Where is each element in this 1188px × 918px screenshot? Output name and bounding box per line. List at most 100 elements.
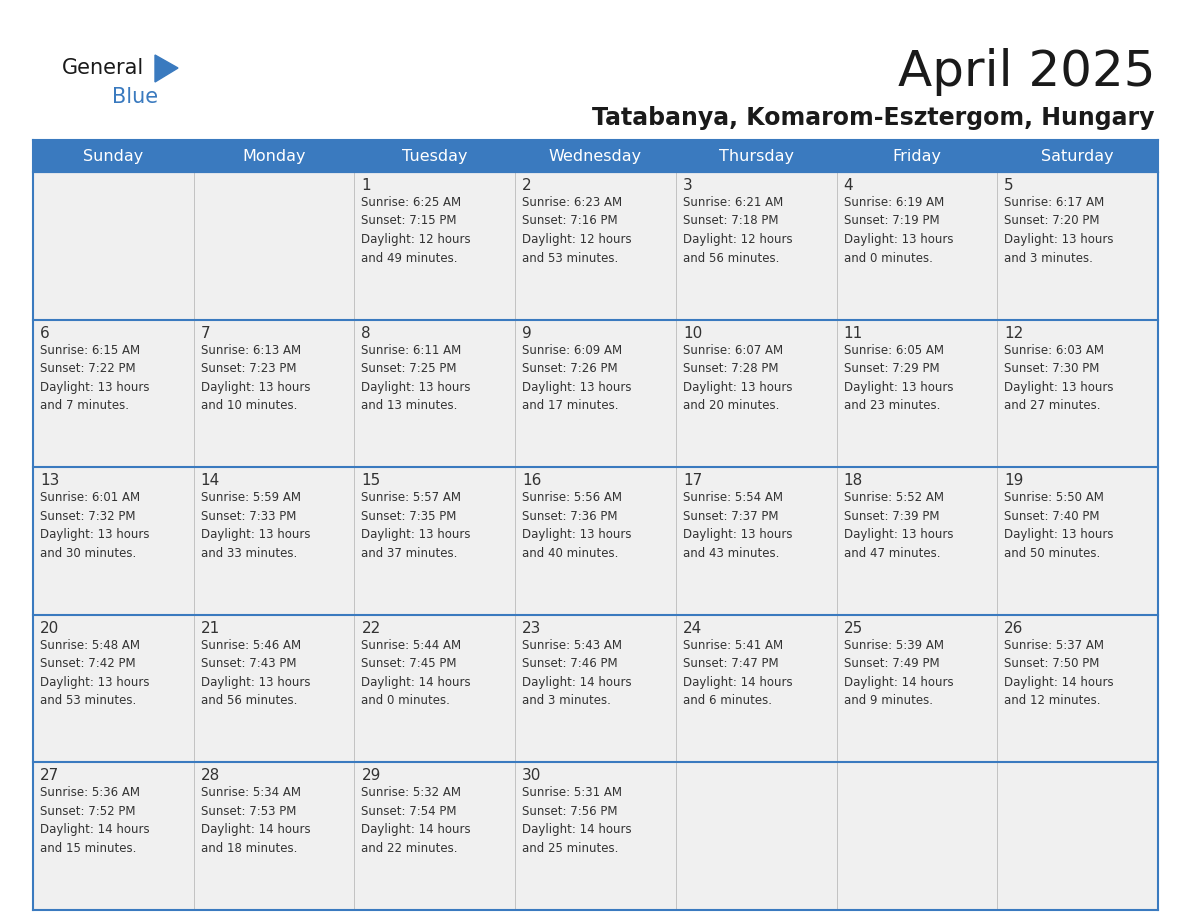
Text: Sunrise: 5:46 AM
Sunset: 7:43 PM
Daylight: 13 hours
and 56 minutes.: Sunrise: 5:46 AM Sunset: 7:43 PM Dayligh…	[201, 639, 310, 707]
Text: Tatabanya, Komarom-Esztergom, Hungary: Tatabanya, Komarom-Esztergom, Hungary	[593, 106, 1155, 130]
Text: 11: 11	[843, 326, 862, 341]
Bar	[354, 319, 516, 467]
Text: 9: 9	[523, 326, 532, 341]
Text: Thursday: Thursday	[719, 149, 794, 163]
Text: Monday: Monday	[242, 149, 305, 163]
Text: Sunrise: 6:17 AM
Sunset: 7:20 PM
Daylight: 13 hours
and 3 minutes.: Sunrise: 6:17 AM Sunset: 7:20 PM Dayligh…	[1004, 196, 1114, 264]
Text: Sunrise: 5:48 AM
Sunset: 7:42 PM
Daylight: 13 hours
and 53 minutes.: Sunrise: 5:48 AM Sunset: 7:42 PM Dayligh…	[40, 639, 150, 707]
Text: 23: 23	[523, 621, 542, 636]
Text: 16: 16	[523, 473, 542, 488]
Text: Sunrise: 6:23 AM
Sunset: 7:16 PM
Daylight: 12 hours
and 53 minutes.: Sunrise: 6:23 AM Sunset: 7:16 PM Dayligh…	[523, 196, 632, 264]
Bar	[194, 467, 354, 615]
Bar	[33, 763, 194, 910]
Text: 1: 1	[361, 178, 371, 193]
Text: Sunrise: 5:36 AM
Sunset: 7:52 PM
Daylight: 14 hours
and 15 minutes.: Sunrise: 5:36 AM Sunset: 7:52 PM Dayligh…	[40, 787, 150, 855]
Text: Sunrise: 5:37 AM
Sunset: 7:50 PM
Daylight: 14 hours
and 12 minutes.: Sunrise: 5:37 AM Sunset: 7:50 PM Dayligh…	[1004, 639, 1114, 707]
Bar	[516, 763, 676, 910]
Bar	[516, 140, 676, 172]
Bar	[33, 319, 194, 467]
Bar	[676, 319, 836, 467]
Text: Sunrise: 6:19 AM
Sunset: 7:19 PM
Daylight: 13 hours
and 0 minutes.: Sunrise: 6:19 AM Sunset: 7:19 PM Dayligh…	[843, 196, 953, 264]
Text: 3: 3	[683, 178, 693, 193]
Bar	[516, 467, 676, 615]
Text: Sunrise: 5:54 AM
Sunset: 7:37 PM
Daylight: 13 hours
and 43 minutes.: Sunrise: 5:54 AM Sunset: 7:37 PM Dayligh…	[683, 491, 792, 560]
Bar	[997, 467, 1158, 615]
Text: Sunrise: 6:09 AM
Sunset: 7:26 PM
Daylight: 13 hours
and 17 minutes.: Sunrise: 6:09 AM Sunset: 7:26 PM Dayligh…	[523, 343, 632, 412]
Bar	[676, 467, 836, 615]
Text: Sunrise: 6:21 AM
Sunset: 7:18 PM
Daylight: 12 hours
and 56 minutes.: Sunrise: 6:21 AM Sunset: 7:18 PM Dayligh…	[683, 196, 792, 264]
Bar	[33, 615, 194, 763]
Text: 4: 4	[843, 178, 853, 193]
Bar	[836, 615, 997, 763]
Bar	[354, 615, 516, 763]
Text: Saturday: Saturday	[1042, 149, 1114, 163]
Bar	[33, 172, 194, 319]
Bar	[997, 615, 1158, 763]
Bar	[354, 172, 516, 319]
Text: Sunday: Sunday	[83, 149, 144, 163]
Bar	[516, 172, 676, 319]
Text: 17: 17	[683, 473, 702, 488]
Text: Sunrise: 5:41 AM
Sunset: 7:47 PM
Daylight: 14 hours
and 6 minutes.: Sunrise: 5:41 AM Sunset: 7:47 PM Dayligh…	[683, 639, 792, 707]
Bar	[354, 140, 516, 172]
Bar	[194, 319, 354, 467]
Text: Sunrise: 5:44 AM
Sunset: 7:45 PM
Daylight: 14 hours
and 0 minutes.: Sunrise: 5:44 AM Sunset: 7:45 PM Dayligh…	[361, 639, 472, 707]
Bar	[676, 763, 836, 910]
Text: Friday: Friday	[892, 149, 941, 163]
Text: 27: 27	[40, 768, 59, 783]
Bar	[354, 763, 516, 910]
Bar	[676, 172, 836, 319]
Text: Sunrise: 5:50 AM
Sunset: 7:40 PM
Daylight: 13 hours
and 50 minutes.: Sunrise: 5:50 AM Sunset: 7:40 PM Dayligh…	[1004, 491, 1114, 560]
Text: Sunrise: 5:31 AM
Sunset: 7:56 PM
Daylight: 14 hours
and 25 minutes.: Sunrise: 5:31 AM Sunset: 7:56 PM Dayligh…	[523, 787, 632, 855]
Bar	[997, 140, 1158, 172]
Bar	[836, 172, 997, 319]
Bar	[836, 140, 997, 172]
Text: 26: 26	[1004, 621, 1024, 636]
Bar	[836, 319, 997, 467]
Text: Sunrise: 6:11 AM
Sunset: 7:25 PM
Daylight: 13 hours
and 13 minutes.: Sunrise: 6:11 AM Sunset: 7:25 PM Dayligh…	[361, 343, 470, 412]
Text: Sunrise: 5:34 AM
Sunset: 7:53 PM
Daylight: 14 hours
and 18 minutes.: Sunrise: 5:34 AM Sunset: 7:53 PM Dayligh…	[201, 787, 310, 855]
Text: Sunrise: 5:52 AM
Sunset: 7:39 PM
Daylight: 13 hours
and 47 minutes.: Sunrise: 5:52 AM Sunset: 7:39 PM Dayligh…	[843, 491, 953, 560]
Bar	[997, 763, 1158, 910]
Bar	[33, 467, 194, 615]
Bar	[516, 319, 676, 467]
Text: 13: 13	[40, 473, 59, 488]
Text: 21: 21	[201, 621, 220, 636]
Text: 30: 30	[523, 768, 542, 783]
Bar	[516, 615, 676, 763]
Text: Sunrise: 5:39 AM
Sunset: 7:49 PM
Daylight: 14 hours
and 9 minutes.: Sunrise: 5:39 AM Sunset: 7:49 PM Dayligh…	[843, 639, 953, 707]
Text: Sunrise: 5:43 AM
Sunset: 7:46 PM
Daylight: 14 hours
and 3 minutes.: Sunrise: 5:43 AM Sunset: 7:46 PM Dayligh…	[523, 639, 632, 707]
Bar	[676, 615, 836, 763]
Text: 24: 24	[683, 621, 702, 636]
Text: General: General	[62, 58, 144, 78]
Text: April 2025: April 2025	[897, 48, 1155, 96]
Text: Sunrise: 5:32 AM
Sunset: 7:54 PM
Daylight: 14 hours
and 22 minutes.: Sunrise: 5:32 AM Sunset: 7:54 PM Dayligh…	[361, 787, 472, 855]
Text: Wednesday: Wednesday	[549, 149, 642, 163]
Text: Sunrise: 6:05 AM
Sunset: 7:29 PM
Daylight: 13 hours
and 23 minutes.: Sunrise: 6:05 AM Sunset: 7:29 PM Dayligh…	[843, 343, 953, 412]
Polygon shape	[154, 55, 178, 82]
Text: Sunrise: 5:59 AM
Sunset: 7:33 PM
Daylight: 13 hours
and 33 minutes.: Sunrise: 5:59 AM Sunset: 7:33 PM Dayligh…	[201, 491, 310, 560]
Text: Sunrise: 5:56 AM
Sunset: 7:36 PM
Daylight: 13 hours
and 40 minutes.: Sunrise: 5:56 AM Sunset: 7:36 PM Dayligh…	[523, 491, 632, 560]
Bar	[836, 467, 997, 615]
Bar	[676, 140, 836, 172]
Bar	[836, 763, 997, 910]
Text: Sunrise: 6:07 AM
Sunset: 7:28 PM
Daylight: 13 hours
and 20 minutes.: Sunrise: 6:07 AM Sunset: 7:28 PM Dayligh…	[683, 343, 792, 412]
Bar	[194, 763, 354, 910]
Text: Blue: Blue	[112, 87, 158, 107]
Text: 22: 22	[361, 621, 380, 636]
Text: Sunrise: 6:13 AM
Sunset: 7:23 PM
Daylight: 13 hours
and 10 minutes.: Sunrise: 6:13 AM Sunset: 7:23 PM Dayligh…	[201, 343, 310, 412]
Text: Sunrise: 6:25 AM
Sunset: 7:15 PM
Daylight: 12 hours
and 49 minutes.: Sunrise: 6:25 AM Sunset: 7:15 PM Dayligh…	[361, 196, 472, 264]
Bar	[194, 140, 354, 172]
Text: 18: 18	[843, 473, 862, 488]
Text: 28: 28	[201, 768, 220, 783]
Text: 12: 12	[1004, 326, 1024, 341]
Text: 14: 14	[201, 473, 220, 488]
Text: 5: 5	[1004, 178, 1013, 193]
Text: 7: 7	[201, 326, 210, 341]
Bar	[997, 172, 1158, 319]
Text: Sunrise: 6:15 AM
Sunset: 7:22 PM
Daylight: 13 hours
and 7 minutes.: Sunrise: 6:15 AM Sunset: 7:22 PM Dayligh…	[40, 343, 150, 412]
Text: 15: 15	[361, 473, 380, 488]
Bar	[354, 467, 516, 615]
Text: Sunrise: 5:57 AM
Sunset: 7:35 PM
Daylight: 13 hours
and 37 minutes.: Sunrise: 5:57 AM Sunset: 7:35 PM Dayligh…	[361, 491, 470, 560]
Text: Tuesday: Tuesday	[402, 149, 468, 163]
